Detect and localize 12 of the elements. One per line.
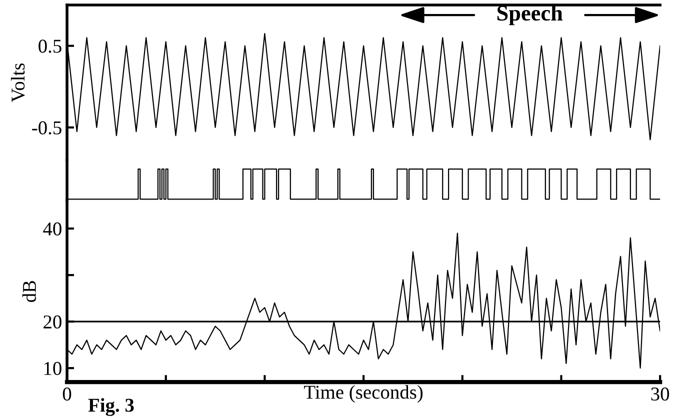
y-tick-label: 10: [44, 362, 62, 376]
x-tick-label: 0: [62, 387, 72, 401]
y-tick-label: 40: [43, 222, 62, 236]
y-tick-label: 20: [44, 315, 62, 329]
x-tick-label: 30: [651, 387, 670, 401]
y-tick-label: 0.5: [38, 40, 62, 53]
x-axis-title: Time (seconds): [304, 385, 423, 403]
y-axis-title: Volts: [10, 63, 25, 102]
annotation: Speech: [497, 5, 563, 26]
y-axis-title: dB: [22, 280, 36, 302]
caption: Fig. 3: [88, 398, 134, 416]
y-tick-label: -0.5: [32, 121, 62, 134]
